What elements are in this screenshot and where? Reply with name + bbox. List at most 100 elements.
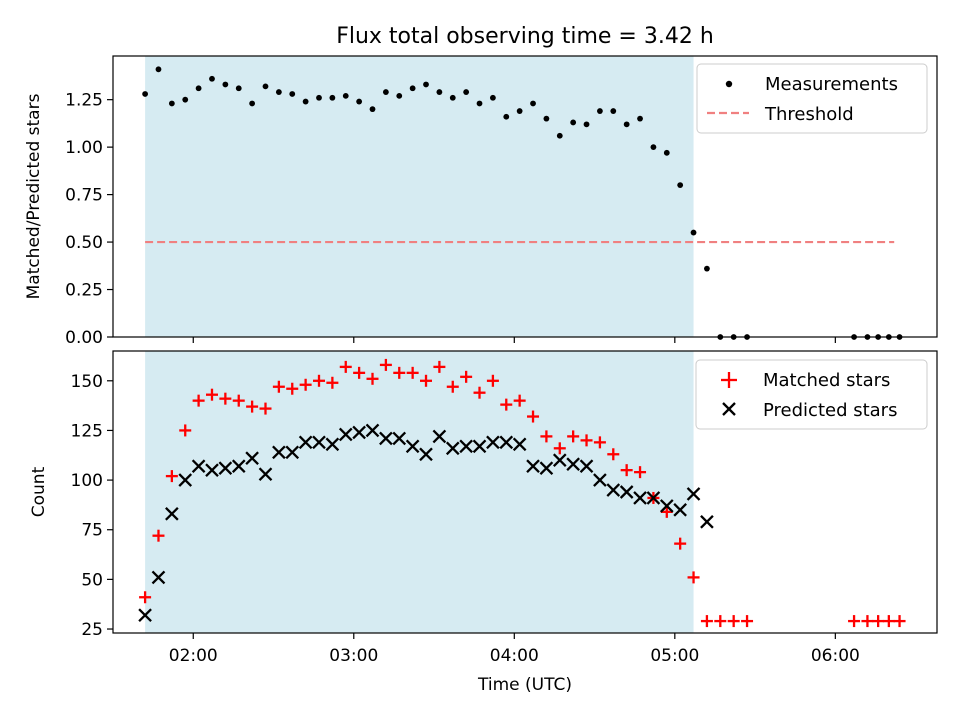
measurement-point	[302, 98, 309, 105]
matched-star-point	[872, 615, 885, 628]
matched-star-point	[473, 386, 486, 399]
legend-matched-marker	[721, 372, 737, 388]
measurement-point	[610, 108, 617, 114]
matched-star-point	[848, 615, 861, 628]
legend-predicted-label: Predicted stars	[763, 400, 897, 421]
x-tick-label: 04:00	[490, 646, 539, 666]
matched-star-point	[727, 615, 740, 628]
predicted-star-point	[138, 608, 152, 622]
top-y-axis-label: Matched/Predicted stars	[24, 93, 44, 299]
predicted-star-point	[298, 435, 313, 450]
matched-star-point	[259, 402, 272, 415]
measurement-point	[556, 132, 563, 139]
measurement-point	[597, 108, 603, 114]
predicted-star-point	[486, 435, 500, 450]
matched-star-point	[674, 537, 687, 550]
predicted-star-point	[593, 473, 607, 487]
measurement-point	[356, 98, 363, 105]
matched-star-point	[553, 442, 566, 455]
matched-star-point	[486, 374, 499, 387]
measurement-point	[583, 121, 590, 128]
matched-star-point	[607, 448, 620, 461]
measurement-point	[155, 66, 162, 73]
bottom-legend: Matched stars Predicted stars	[695, 359, 928, 430]
matched-star-point	[366, 372, 379, 385]
measurement-point	[436, 89, 443, 95]
matched-star-point	[205, 388, 218, 401]
predicted-star-point	[312, 435, 326, 450]
figure-title: Flux total observing time = 3.42 h	[336, 24, 714, 49]
measurement-point	[382, 89, 389, 95]
matched-star-point	[353, 366, 366, 379]
measurement-point	[262, 83, 269, 90]
measurement-point	[396, 92, 403, 99]
legend-matched-label: Matched stars	[763, 370, 890, 391]
legend-measurements-label: Measurements	[765, 74, 898, 95]
matched-star-point	[406, 366, 419, 379]
legend-predicted-marker	[722, 402, 736, 416]
predicted-star-point	[445, 441, 460, 456]
bottom-y-tick-label: 50	[81, 570, 103, 590]
bottom-y-tick-label: 100	[71, 471, 103, 491]
matched-star-point	[540, 430, 553, 443]
matched-star-point	[192, 394, 205, 407]
legend-threshold-label: Threshold	[764, 104, 854, 125]
bottom-y-tick-label: 25	[81, 620, 103, 640]
measurement-point	[222, 81, 229, 88]
top-y-tick-label: 0.25	[65, 281, 103, 301]
top-y-tick-label: 0.50	[65, 233, 103, 253]
predicted-star-point	[512, 437, 527, 452]
measurement-point	[570, 119, 577, 126]
predicted-star-point	[579, 459, 594, 473]
measurement-point	[476, 100, 483, 107]
predicted-star-point	[245, 451, 259, 466]
matched-star-point	[313, 374, 325, 387]
measurement-point	[663, 149, 670, 156]
predicted-star-point	[165, 507, 179, 521]
matched-star-point	[513, 394, 526, 407]
measurement-point	[623, 121, 630, 128]
predicted-star-point	[191, 459, 206, 473]
matched-star-point	[700, 615, 713, 628]
matched-star-point	[460, 370, 473, 383]
matched-star-point	[326, 376, 339, 389]
measurement-point	[516, 108, 523, 114]
bottom-y-axis-label: Count	[29, 466, 49, 517]
predicted-star-point	[619, 485, 634, 499]
predicted-star-point	[700, 514, 714, 529]
predicted-star-point	[231, 459, 246, 473]
matched-star-point	[299, 378, 312, 391]
top-y-tick-label: 1.00	[65, 138, 103, 158]
predicted-star-point	[539, 461, 554, 475]
matched-star-point	[246, 400, 259, 413]
bottom-y-tick-label: 75	[81, 521, 103, 541]
matched-star-point	[893, 615, 906, 628]
top-y-tick-label: 0.75	[65, 186, 103, 206]
measurement-point	[369, 106, 376, 113]
measurement-point	[289, 91, 296, 97]
predicted-star-point	[432, 429, 447, 444]
bottom-y-tick-label: 150	[71, 372, 103, 392]
predicted-star-point	[606, 483, 621, 497]
matched-star-point	[219, 392, 232, 405]
measurement-point	[195, 85, 202, 92]
measurement-point	[489, 94, 496, 101]
matched-star-point	[620, 464, 633, 477]
measurement-point	[316, 94, 322, 101]
measurement-point	[690, 229, 697, 236]
measurement-point	[637, 115, 643, 122]
predicted-star-point	[673, 503, 687, 517]
top-y-tick-label: 1.25	[65, 91, 103, 111]
predicted-star-point	[379, 431, 393, 446]
x-tick-label: 05:00	[650, 646, 699, 666]
predicted-star-point	[338, 427, 353, 442]
measurement-point	[235, 85, 242, 92]
top-legend: Measurements Threshold	[696, 63, 928, 134]
predicted-star-point	[405, 439, 420, 454]
predicted-star-point	[459, 439, 473, 454]
x-tick-label: 06:00	[811, 646, 860, 666]
measurement-point	[543, 115, 550, 122]
measurement-point	[677, 182, 684, 189]
matched-star-point	[660, 505, 673, 518]
